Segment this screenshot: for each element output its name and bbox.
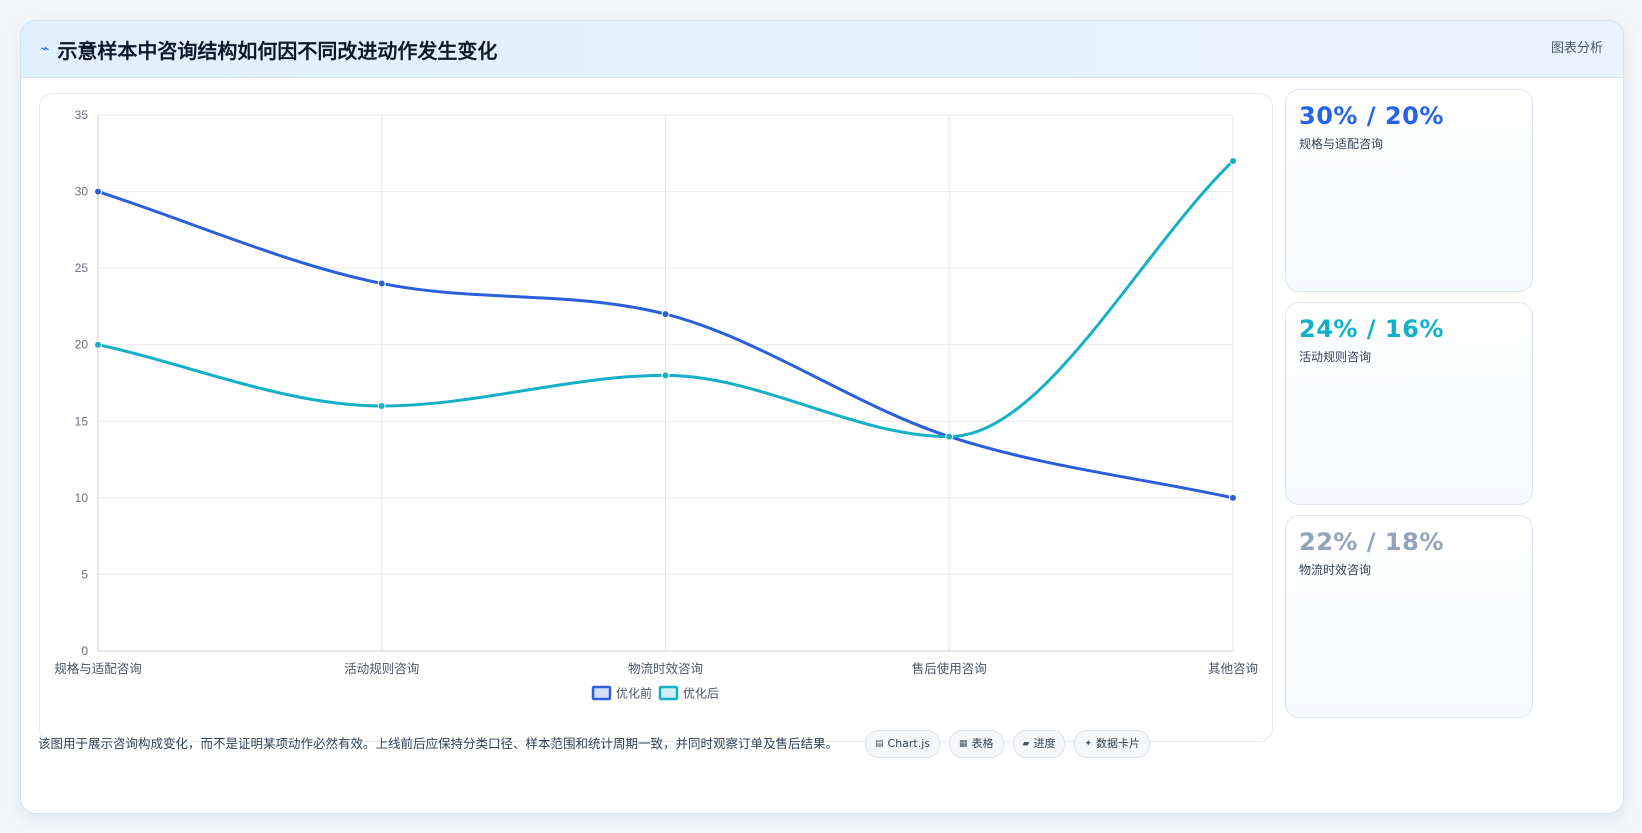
chart-icon: ▤ <box>875 739 884 749</box>
x-tick-label: 其他咨询 <box>1208 661 1258 676</box>
y-tick-label: 20 <box>75 338 89 352</box>
data-point <box>1229 493 1237 502</box>
x-tick-label: 售后使用咨询 <box>912 661 987 676</box>
data-point <box>94 187 102 196</box>
stat-value-2: 24% / 16% <box>1299 315 1444 343</box>
data-point <box>945 432 954 441</box>
chip-table[interactable]: ▦ 表格 <box>949 730 1004 758</box>
page-title: 示意样本中咨询结构如何因不同改进动作发生变化 <box>57 38 498 63</box>
legend-label-2: 优化后 <box>683 687 719 701</box>
chart-analysis-label: 图表分析 <box>1550 41 1603 56</box>
table-icon: ▦ <box>959 739 968 749</box>
y-tick-label: 0 <box>81 644 88 658</box>
data-point <box>377 279 386 288</box>
y-tick-label: 10 <box>75 491 89 505</box>
stat-value-1: 30% / 20% <box>1299 102 1444 130</box>
footer-note: 该图用于展示咨询构成变化，而不是证明某项动作必然有效。上线前后应保持分类口径、样… <box>38 736 839 751</box>
legend-swatch-2 <box>658 685 679 701</box>
data-point <box>661 310 670 319</box>
chip-progress[interactable]: ▰ 进度 <box>1012 730 1066 758</box>
sparkle-icon: ✦ <box>1084 739 1093 749</box>
chip-label: 数据卡片 <box>1096 737 1141 750</box>
stat-card-3: 22% / 18% 物流时效咨询 <box>1285 515 1533 718</box>
stat-card-2: 24% / 16% 活动规则咨询 <box>1285 302 1533 505</box>
series-line-2 <box>96 159 1235 439</box>
stat-value-3: 22% / 18% <box>1299 528 1444 556</box>
data-point <box>94 340 102 349</box>
chart-panel: 0 5 10 15 20 25 30 35 规格与适配咨询 活动规则咨询 物流时效咨询 售后使用咨询 其… <box>39 93 1273 742</box>
bolt-icon: ⌁ <box>41 41 50 57</box>
line-chart: 0 5 10 15 20 25 30 35 规格与适配咨询 活动规则咨询 物流时效咨询 售后使用咨询 其… <box>54 108 1258 701</box>
stat-label-2: 活动规则咨询 <box>1299 350 1372 364</box>
stat-label-3: 物流时效咨询 <box>1299 563 1372 577</box>
stat-card-1: 30% / 20% 规格与适配咨询 <box>1285 89 1533 292</box>
card-header: ⌁ 示意样本中咨询结构如何因不同改进动作发生变化 图表分析 <box>21 21 1623 78</box>
legend-swatch-1 <box>591 685 612 701</box>
y-tick-label: 30 <box>75 185 89 199</box>
y-tick-label: 5 <box>81 567 88 581</box>
y-tick-label: 35 <box>75 108 89 122</box>
x-tick-label: 物流时效咨询 <box>628 661 703 676</box>
title-wrap: ⌁ 示意样本中咨询结构如何因不同改进动作发生变化 <box>41 21 497 77</box>
chart-card: ⌁ 示意样本中咨询结构如何因不同改进动作发生变化 图表分析 0 5 10 15 20 25… <box>20 20 1624 814</box>
stat-label-1: 规格与适配咨询 <box>1299 137 1384 151</box>
legend-label-1: 优化前 <box>616 686 652 701</box>
data-point <box>1229 156 1237 165</box>
x-tick-label: 规格与适配咨询 <box>54 661 142 676</box>
progress-icon: ▰ <box>1022 739 1030 749</box>
chip-chartjs[interactable]: ▤ Chart.js <box>865 730 941 758</box>
x-tick-label: 活动规则咨询 <box>344 661 419 676</box>
data-point <box>661 371 670 380</box>
chip-row: ▤ Chart.js ▦ 表格 ▰ 进度 ✦ 数据卡片 <box>865 730 1151 758</box>
y-tick-label: 25 <box>75 261 89 275</box>
y-tick-label: 15 <box>75 414 89 428</box>
chip-label: 表格 <box>971 737 994 750</box>
chip-data-card[interactable]: ✦ 数据卡片 <box>1074 730 1151 758</box>
chip-label: 进度 <box>1033 737 1056 750</box>
chip-label: Chart.js <box>887 737 931 750</box>
data-point <box>377 401 386 410</box>
